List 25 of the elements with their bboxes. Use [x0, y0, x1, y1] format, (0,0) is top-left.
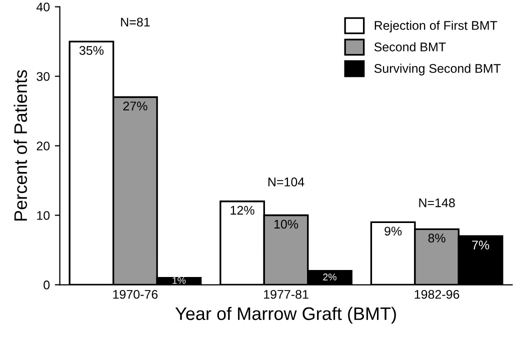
data-label: 27% [123, 102, 148, 110]
y-tick-label: 10 [37, 211, 50, 220]
annotation: N=148 [419, 198, 455, 208]
y-tick-label: 0 [44, 280, 50, 290]
data-label: 8% [428, 234, 446, 243]
data-label: 2% [323, 274, 336, 280]
data-label: 7% [472, 240, 490, 250]
legend-label: Second BMT [374, 42, 446, 52]
annotation: N=81 [121, 18, 150, 27]
annotation: N=104 [268, 178, 304, 186]
data-label: 12% [230, 206, 254, 215]
y-tick-label: 20 [36, 142, 50, 150]
x-tick-label: 1970-76 [113, 290, 158, 299]
data-label: 35% [79, 46, 104, 55]
x-tick-label: 1982-96 [414, 290, 460, 299]
data-label: 1% [172, 277, 186, 284]
legend-label: Surviving Second BMT [374, 64, 501, 76]
x-axis-title: Year of Marrow Graft (BMT) [175, 306, 396, 324]
data-label: 10% [274, 220, 298, 229]
legend-label: Rejection of First BMT [374, 20, 498, 32]
data-label: 9% [384, 226, 402, 236]
y-axis-title: Percent of Patients [14, 70, 28, 221]
x-tick-label: 1977-81 [264, 290, 308, 299]
y-tick-label: 30 [36, 72, 50, 81]
y-tick-label: 40 [36, 2, 50, 12]
